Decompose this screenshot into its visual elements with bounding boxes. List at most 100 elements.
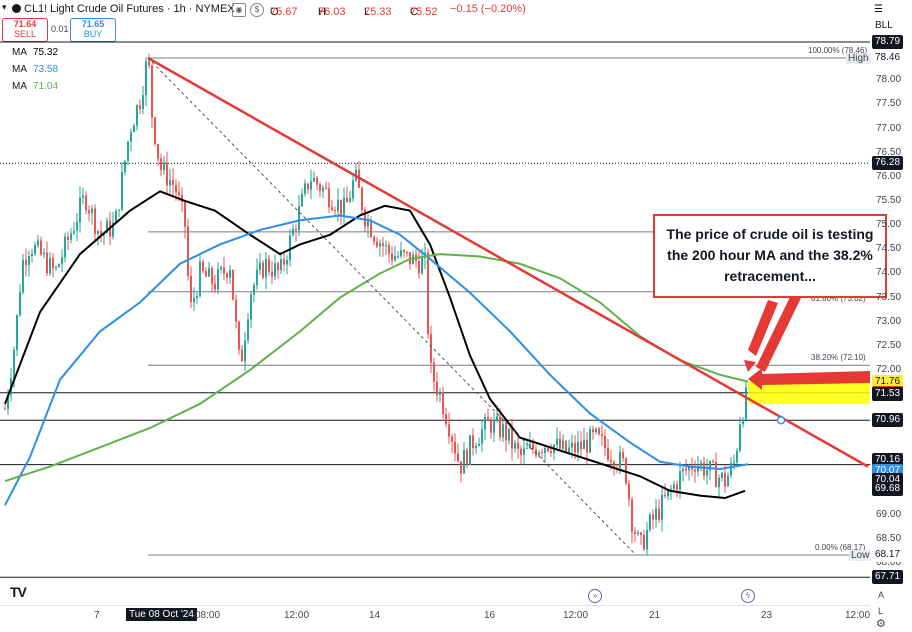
fib-0-label: 0.00% (68.17) <box>815 543 866 552</box>
candle-body <box>175 184 177 193</box>
candle-body <box>265 258 267 278</box>
candle-body <box>541 452 543 454</box>
candle-body <box>13 349 15 379</box>
candle-body <box>712 461 714 463</box>
candle-body <box>241 349 243 362</box>
candle-body <box>628 483 630 500</box>
ma-legend-2[interactable]: MA 73.58 <box>12 64 58 75</box>
ma-legend-3[interactable]: MA 71.04 <box>12 81 58 92</box>
candle-body <box>298 206 300 231</box>
ma-legend-1[interactable]: MA 75.32 <box>12 47 58 58</box>
symbol-name[interactable]: CL1! <box>24 3 48 15</box>
candle-body <box>538 452 540 456</box>
buy-button[interactable]: 71.65 BUY <box>70 18 116 42</box>
settings-gear-icon[interactable]: ⚙ <box>876 618 886 630</box>
spread-value: 0.01 <box>51 24 69 34</box>
fib-anchor-line <box>147 57 637 556</box>
candle-body <box>565 440 567 453</box>
time-tick: Tue 08 Oct '24 <box>126 608 197 621</box>
candle-body <box>727 475 729 487</box>
annotation-callout[interactable]: The price of crude oil is testing the 20… <box>653 214 887 298</box>
candle-body <box>97 231 99 234</box>
candle-body <box>382 243 384 247</box>
candle-body <box>652 514 654 520</box>
candle-body <box>496 416 498 420</box>
candle-body <box>46 252 48 274</box>
candle-body <box>352 180 354 199</box>
price-label: 68.17 <box>872 548 904 562</box>
o-label: O <box>270 6 279 18</box>
candle-body <box>436 381 438 395</box>
price-tick: 74.00 <box>876 267 902 279</box>
candle-body <box>133 125 135 133</box>
time-tick: 23 <box>761 610 773 621</box>
candle-body <box>181 194 183 202</box>
candle-body <box>139 105 141 109</box>
menu-icon[interactable]: ☰ <box>874 4 883 15</box>
replay-icon[interactable]: » <box>588 589 602 603</box>
candle-body <box>391 253 393 261</box>
candle-body <box>661 494 663 520</box>
collapse-chevron-icon[interactable]: ▾ <box>2 2 7 12</box>
auto-scale-button[interactable]: A <box>878 590 885 600</box>
candle-body <box>334 210 336 212</box>
ma-label: MA <box>12 64 27 75</box>
dollar-icon[interactable]: $ <box>250 3 264 17</box>
candle-body <box>274 263 276 277</box>
candle-body <box>238 321 240 350</box>
candle-body <box>715 461 717 488</box>
time-tick: 12:00 <box>563 610 589 621</box>
candle-body <box>235 299 237 322</box>
price-tick: 74.50 <box>876 243 902 255</box>
c-value: 75.52 <box>410 6 438 18</box>
candle-body <box>547 447 549 451</box>
candle-body <box>247 319 249 341</box>
candle-body <box>556 438 558 445</box>
candle-body <box>649 514 651 530</box>
arrow-head-1 <box>744 360 756 372</box>
candle-body <box>634 531 636 535</box>
price-label: 69.68 <box>872 482 904 497</box>
candle-body <box>151 65 153 118</box>
candle-body <box>376 241 378 247</box>
candle-body <box>655 508 657 520</box>
candle-body <box>82 195 84 198</box>
candle-body <box>709 461 711 471</box>
ma-label: MA <box>12 47 27 58</box>
candle-body <box>259 262 261 270</box>
candlesticks <box>4 53 747 555</box>
price-tick: 76.50 <box>876 146 902 158</box>
candle-body <box>640 532 642 535</box>
o-value: 75.67 <box>270 6 298 18</box>
log-scale-button[interactable]: L <box>878 606 884 616</box>
candle-body <box>229 269 231 278</box>
candle-body <box>178 192 180 195</box>
price-label: 76.28 <box>872 156 904 171</box>
time-axis[interactable] <box>0 605 870 632</box>
sell-button[interactable]: 71.64 SELL <box>2 18 48 42</box>
candle-body <box>568 447 570 453</box>
price-tick: 73.00 <box>876 315 902 327</box>
candle-body <box>508 428 510 441</box>
price-tick: 72.50 <box>876 339 902 351</box>
candle-body <box>148 61 150 66</box>
price-label: 71.53 <box>872 386 904 401</box>
candle-body <box>268 258 270 272</box>
symbol-title[interactable]: Light Crude Oil Futures · 1h · NYMEX <box>50 3 235 15</box>
candle-body <box>325 187 327 189</box>
candle-body <box>337 199 339 211</box>
price-tick: 78.00 <box>876 74 902 86</box>
candle-body <box>691 465 693 470</box>
time-tick: 7 <box>94 610 100 621</box>
eye-icon[interactable]: ◉ <box>232 3 246 17</box>
lightning-icon[interactable]: ϟ <box>741 589 755 603</box>
bll-menu[interactable]: BLL <box>875 20 893 31</box>
time-tick: 14 <box>369 610 381 621</box>
candle-body <box>310 181 312 190</box>
candle-body <box>55 267 57 269</box>
candle-body <box>598 428 600 435</box>
time-tick: 21 <box>649 610 661 621</box>
candle-body <box>121 172 123 210</box>
buy-price: 71.65 <box>81 19 105 29</box>
